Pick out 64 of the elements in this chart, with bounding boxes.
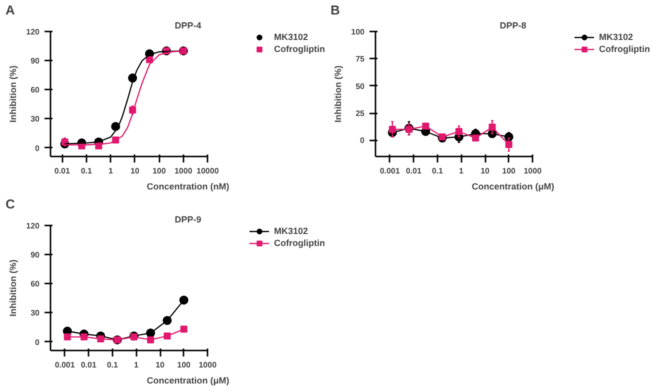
legend-label: MK3102 — [599, 31, 634, 43]
x-tick-label: 0.1 — [106, 360, 119, 370]
x-axis-title: Concentration (nM) — [146, 182, 230, 192]
text: B — [330, 2, 340, 18]
legend-label: MK3102 — [274, 225, 308, 237]
y-tick-label: 30 — [30, 308, 40, 318]
x-tick-label: 1000 — [524, 166, 542, 176]
y-axis-title: Inhibition (%) — [8, 260, 18, 316]
x-tick-label: 1 — [108, 166, 114, 176]
legend-label: Cofrogliptin — [274, 43, 325, 55]
legend-label: MK3102 — [274, 31, 308, 43]
x-tick-label: 0.01 — [54, 166, 71, 176]
y-tick-label: 90 — [30, 56, 40, 66]
x-tick-label: 10 — [130, 166, 140, 176]
text: A — [6, 2, 16, 18]
x-tick-label: 0.1 — [432, 166, 444, 176]
x-axis-title: Concentration (μM) — [146, 376, 230, 386]
y-tick-label: 30 — [30, 114, 40, 124]
point — [164, 332, 171, 340]
point — [162, 316, 172, 325]
y-tick-label: 75 — [356, 54, 366, 64]
point — [455, 128, 462, 135]
chart-title: DPP-8 — [500, 20, 526, 30]
y-tick-label: 0 — [35, 144, 40, 153]
x-tick-label: 0.1 — [80, 166, 93, 176]
point — [180, 326, 188, 333]
point — [179, 296, 188, 305]
x-tick-label: 10 — [480, 166, 490, 176]
x-tick-label: 1000 — [174, 166, 193, 176]
point — [97, 335, 104, 342]
x-tick-label: 1 — [134, 360, 140, 370]
y-tick-label: 120 — [26, 28, 40, 36]
x-tick-label: 10000 — [196, 166, 220, 176]
y-tick-label: 100 — [351, 28, 366, 36]
y-tick-label: 50 — [356, 82, 366, 91]
y-axis-title: Inhibition (%) — [333, 66, 344, 122]
chart-title: DPP-4 — [174, 20, 202, 30]
text: C — [6, 196, 16, 212]
point — [64, 333, 71, 340]
chart-title: DPP-9 — [174, 214, 202, 224]
x-tick-label: 0.001 — [54, 360, 76, 370]
x-tick-label: 100 — [502, 166, 516, 176]
x-tick-label: 0.001 — [380, 166, 400, 176]
y-axis-title: Inhibition (%) — [8, 66, 18, 122]
legend-label: Cofrogliptin — [274, 237, 325, 249]
x-tick-label: 1 — [459, 166, 464, 176]
y-tick-label: 0 — [360, 136, 366, 146]
point — [388, 126, 396, 133]
point — [80, 333, 88, 340]
y-tick-label: 0 — [35, 338, 40, 347]
point — [147, 336, 154, 344]
x-tick-label: 0.01 — [80, 360, 97, 370]
y-tick-label: 60 — [30, 86, 40, 95]
y-tick-label: 90 — [30, 250, 40, 260]
y-tick-label: 25 — [356, 109, 366, 118]
y-tick-label: 120 — [26, 222, 40, 230]
x-axis-title: Concentration (μM) — [472, 182, 554, 192]
x-tick-label: 1000 — [198, 360, 218, 370]
y-tick-label: 60 — [30, 280, 40, 289]
legend-label: Cofrogliptin — [599, 43, 650, 55]
x-tick-label: 0.01 — [406, 166, 422, 176]
x-tick-label: 100 — [152, 166, 166, 176]
x-tick-label: 100 — [177, 360, 192, 370]
x-tick-label: 10 — [156, 360, 166, 370]
